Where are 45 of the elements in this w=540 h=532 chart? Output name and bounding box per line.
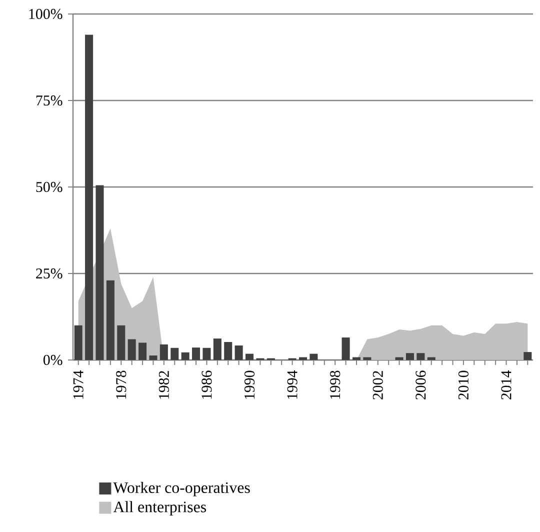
x-tick-label: 1974 [73,370,84,399]
bar [406,353,414,360]
bar [395,357,404,360]
y-tick-label: 100% [29,8,62,20]
bar [128,339,136,360]
x-tick-label: 1994 [287,370,298,399]
x-tick-label: 2002 [372,371,383,400]
bar [298,357,308,360]
bar [117,325,126,360]
bar [192,348,200,360]
bar [213,338,222,360]
bar [234,345,243,360]
y-tick-label: 75% [36,95,62,106]
x-tick-label: 1982 [158,371,169,399]
bar [96,185,104,360]
x-tick-label: 1998 [330,370,340,399]
bar [160,344,168,360]
x-tick-label: 2006 [416,370,426,400]
bar [342,338,350,360]
bar [74,325,82,360]
y-tick-label: 50% [36,182,62,192]
bar [524,352,532,360]
bar [85,34,94,360]
legend-label: All enterprises [113,501,206,516]
y-tick-label: 0% [43,354,62,366]
bar [416,353,425,360]
x-tick-label: 2014 [501,370,512,400]
bar [246,354,254,360]
bar [170,348,179,360]
bar [224,342,232,360]
legend-label: Worker co-operatives [113,482,250,496]
y-tick-label: 25% [36,268,62,279]
bar [181,352,190,360]
bar [427,357,436,360]
bar [310,354,318,360]
bar [352,357,361,360]
x-tick-label: 1986 [202,370,212,399]
bar [149,356,158,360]
x-tick-label: 1978 [116,370,126,399]
x-tick-label: 2010 [458,370,469,400]
x-tick-label: 1990 [244,370,255,399]
bar [138,342,147,360]
bar [363,357,372,360]
bar [202,348,211,360]
bar [106,280,114,360]
